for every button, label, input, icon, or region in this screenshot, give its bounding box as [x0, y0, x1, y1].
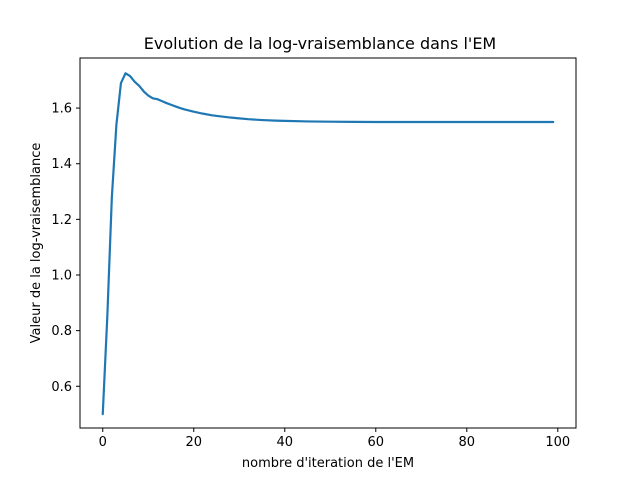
x-tick-label: 20 [185, 435, 202, 450]
series-line-0 [101, 72, 555, 416]
x-tick-label: 60 [368, 435, 385, 450]
x-axis-label: nombre d'iteration de l'EM [242, 456, 414, 471]
y-tick-label: 1.0 [51, 268, 72, 283]
x-axis-ticks: 0 20 40 60 80 100 [99, 428, 570, 450]
y-tick-label: 1.2 [51, 213, 72, 228]
y-tick-label: 1.6 [51, 102, 72, 117]
x-tick-label: 0 [99, 435, 107, 450]
y-axis-ticks: 0.6 0.8 1.0 1.2 1.4 1.6 [51, 102, 80, 395]
y-tick-label: 0.6 [51, 380, 72, 395]
y-tick-label: 0.8 [51, 324, 72, 339]
y-tick-label: 1.4 [51, 157, 72, 172]
y-axis-label: Valeur de la log-vraisemblance [29, 143, 44, 344]
chart-title: Evolution de la log-vraisemblance dans l… [144, 34, 496, 53]
x-tick-label: 40 [276, 435, 293, 450]
x-tick-label: 100 [545, 435, 570, 450]
axes-frame [79, 57, 577, 429]
plot-area [101, 72, 555, 416]
x-tick-label: 80 [459, 435, 476, 450]
